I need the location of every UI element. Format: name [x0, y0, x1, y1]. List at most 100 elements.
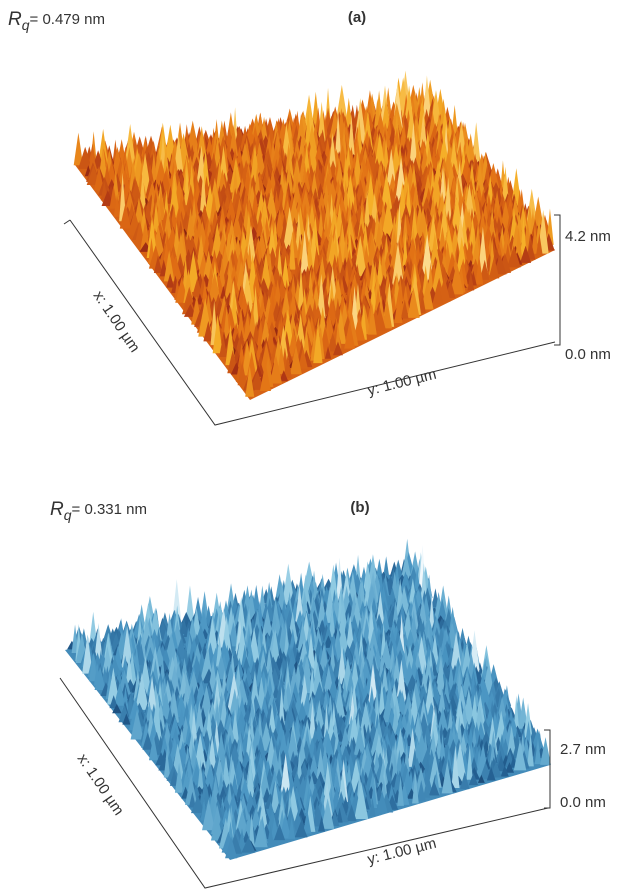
surface-peak: [428, 752, 442, 788]
surface-peak: [197, 759, 204, 792]
surface-peak: [148, 734, 159, 761]
surface-peak: [94, 666, 106, 691]
surface-peak: [119, 203, 132, 229]
surface-peak: [266, 824, 275, 847]
surface-peak: [225, 836, 238, 859]
surface-peak: [169, 689, 180, 723]
surface-peak: [288, 817, 296, 839]
surface-peak: [438, 276, 451, 302]
surface-peak: [513, 739, 527, 771]
surface-peak: [420, 563, 428, 602]
surface-peak: [400, 552, 413, 583]
surface-peak: [527, 733, 534, 767]
surface-peak: [219, 334, 228, 357]
surface-peak: [286, 729, 300, 761]
surface-peak: [337, 729, 345, 742]
surface-peak: [188, 791, 196, 808]
surface-peak: [296, 701, 308, 722]
surface-peak: [414, 767, 428, 794]
surface-peak: [323, 624, 334, 645]
surface-peak: [294, 649, 301, 663]
surface-peak: [123, 123, 137, 169]
surface-peak: [297, 267, 305, 313]
surface-peak: [495, 743, 507, 762]
surface-peak: [328, 606, 336, 638]
surface-peak: [135, 672, 149, 710]
surface-peak: [140, 221, 151, 250]
surface-peak: [160, 689, 172, 720]
surface-peak: [507, 245, 521, 268]
surface-peak: [296, 750, 303, 783]
surface-peak: [274, 208, 286, 239]
surface-peak: [202, 798, 216, 831]
surface-peak: [526, 241, 536, 260]
surface-peak: [299, 662, 314, 694]
surface-peak: [328, 638, 339, 663]
surface-peak: [536, 233, 543, 256]
surface-peak: [237, 307, 245, 339]
surface-peak: [279, 812, 292, 839]
surface-peak: [279, 753, 292, 797]
surface-peak: [321, 798, 335, 829]
surface-peak: [407, 287, 420, 318]
panel-label: (a): [348, 9, 366, 26]
surface-peak: [194, 700, 205, 734]
surface-peak: [196, 293, 204, 305]
surface-peak: [182, 644, 189, 665]
surface-peak: [522, 703, 534, 743]
surface-peak: [88, 654, 98, 682]
surface-peak: [294, 820, 308, 838]
surface-peak: [122, 686, 129, 712]
surface-peak: [488, 256, 500, 279]
surface-peak: [467, 272, 475, 291]
surface-peak: [354, 781, 369, 820]
surface-peak: [327, 677, 340, 698]
surface-peak: [270, 780, 281, 813]
surface-peak: [308, 597, 319, 623]
surface-peak: [279, 370, 289, 382]
surface-peak: [245, 365, 255, 397]
surface-peak: [122, 713, 131, 725]
surface-peak: [299, 574, 312, 612]
surface-peak: [166, 273, 175, 288]
rq-subscript: q: [22, 17, 30, 33]
surface-peak: [418, 112, 429, 159]
surface-peak: [419, 293, 426, 313]
surface-peak: [520, 245, 532, 263]
surface-peak: [303, 809, 312, 834]
x-axis-label: x: 1.00 µm: [90, 288, 143, 356]
surface-peak: [229, 124, 239, 157]
surface-peak: [398, 603, 407, 625]
surface-peak: [223, 306, 230, 340]
surface-peak: [121, 625, 134, 668]
surface-peak: [183, 165, 191, 206]
surface-peak: [248, 813, 255, 847]
surface-peak: [185, 585, 195, 622]
surface-peak: [367, 303, 377, 335]
surface-peak: [265, 581, 273, 612]
surface-peak: [397, 776, 404, 806]
surface-peak: [392, 654, 402, 687]
surface-peak: [506, 725, 517, 758]
surface-peak: [324, 346, 332, 359]
surface-peak: [441, 761, 453, 794]
surface-peak: [401, 285, 410, 314]
surface-peak: [203, 320, 214, 342]
surface-peak: [190, 795, 205, 814]
surface-peak: [94, 165, 104, 191]
surface-peak: [112, 703, 122, 714]
rq-value: = 0.479 nm: [30, 11, 105, 28]
surface-peak: [237, 361, 247, 386]
surface-peak: [113, 194, 121, 217]
surface-peak: [248, 305, 257, 338]
surface-peak: [175, 693, 188, 718]
surface-peak: [373, 307, 387, 332]
surface-peak: [335, 631, 343, 661]
surface-peak: [315, 747, 326, 782]
rq-label: Rq= 0.479 nm: [8, 9, 105, 33]
surface-peak: [282, 685, 290, 715]
surface-peak: [265, 662, 276, 695]
surface-peak: [169, 769, 179, 786]
surface-peak: [382, 298, 393, 329]
